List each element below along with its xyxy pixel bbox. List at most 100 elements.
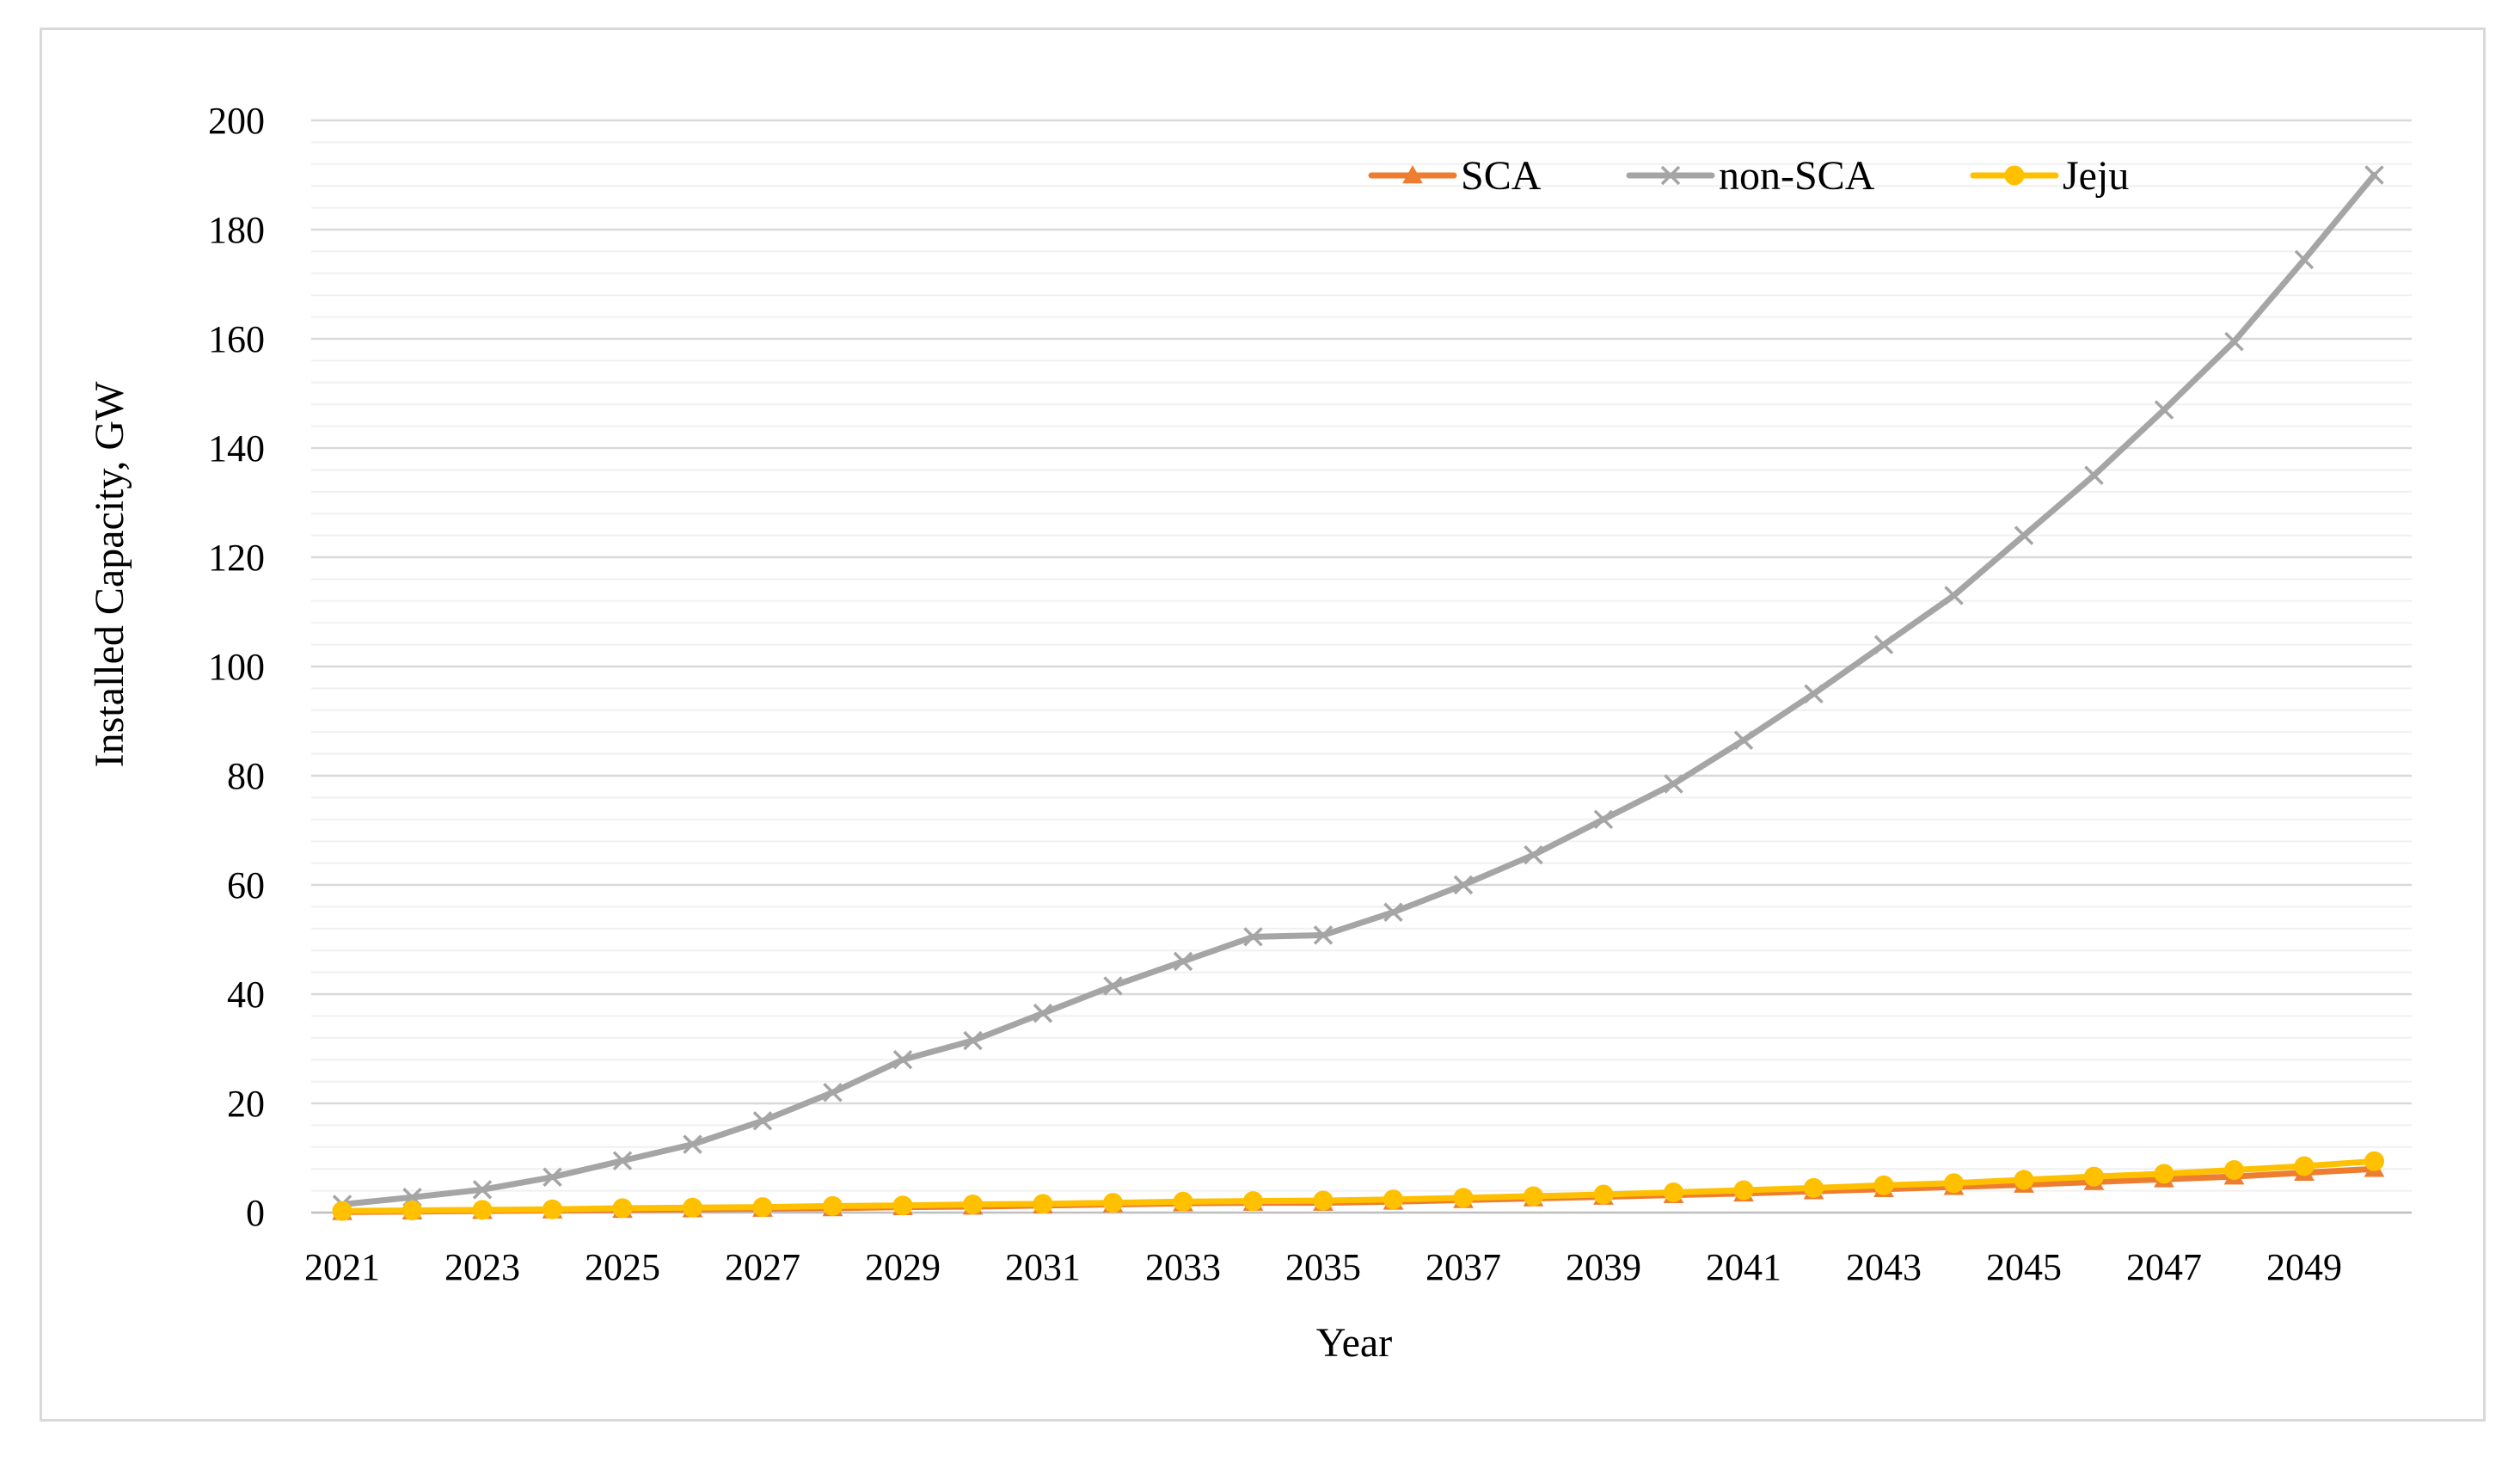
data-point-non-sca [1453, 875, 1474, 895]
data-point-jeju [752, 1197, 773, 1218]
data-point-non-sca [1243, 927, 1263, 947]
legend-marker-non-sca-stroke [1660, 165, 1681, 186]
data-point-non-sca [2014, 525, 2034, 545]
x-tick-label: 2023 [445, 1246, 520, 1288]
data-point-non-sca-stroke [543, 1167, 562, 1187]
data-point-non-sca [1173, 951, 1193, 972]
y-tick-label: 200 [208, 100, 265, 142]
x-axis-title: Year [1316, 1320, 1392, 1366]
data-point-non-sca [892, 1049, 913, 1070]
x-tick-label: 2033 [1145, 1246, 1221, 1288]
data-point-non-sca [1033, 1003, 1053, 1023]
x-tick-label: 2039 [1566, 1246, 1641, 1288]
data-point-non-sca-stroke [1733, 730, 1754, 750]
series-line-non-sca [339, 172, 2377, 1207]
series-jeju [332, 1151, 2384, 1221]
data-point-non-sca-stroke [2224, 331, 2244, 352]
data-point-jeju [1243, 1191, 1263, 1212]
data-point-non-sca-stroke [1593, 809, 1614, 830]
data-point-jeju [1944, 1173, 1964, 1194]
y-tick-label: 180 [208, 209, 265, 251]
x-tick-label: 2043 [1846, 1246, 1922, 1288]
data-point-non-sca [1873, 635, 1894, 654]
data-point-jeju [1033, 1194, 1053, 1214]
x-tick-label: 2021 [304, 1246, 380, 1288]
x-tick-label: 2049 [2266, 1246, 2342, 1288]
data-point-non-sca-stroke [2294, 249, 2315, 270]
x-tick-label: 2045 [1986, 1246, 2062, 1288]
data-point-jeju [2294, 1156, 2315, 1176]
data-point-non-sca-stroke [752, 1111, 773, 1131]
data-point-non-sca [1524, 845, 1543, 865]
data-point-jeju [612, 1198, 633, 1219]
y-tick-label: 120 [208, 537, 265, 579]
data-point-non-sca [1593, 809, 1614, 830]
series-line-jeju [339, 1158, 2377, 1214]
y-tick-label: 20 [227, 1083, 265, 1125]
data-point-non-sca [543, 1167, 562, 1187]
data-point-non-sca [2154, 400, 2174, 420]
x-tick-label: 2027 [725, 1246, 800, 1288]
x-tick-label: 2025 [585, 1246, 660, 1288]
legend-label-non-sca: non-SCA [1719, 153, 1875, 199]
data-point-jeju [1733, 1180, 1754, 1201]
data-point-jeju [1873, 1175, 1894, 1195]
legend-item-sca: SCA [1368, 153, 1542, 199]
y-tick-label: 160 [208, 318, 265, 360]
data-point-jeju [2154, 1164, 2174, 1184]
data-point-jeju [1173, 1191, 1193, 1212]
data-point-non-sca-stroke [2014, 525, 2034, 545]
y-tick-label: 140 [208, 427, 265, 470]
data-point-jeju [472, 1200, 493, 1220]
data-point-non-sca-stroke [1524, 845, 1543, 865]
data-point-jeju [2084, 1166, 2104, 1187]
data-point-non-sca [823, 1083, 843, 1103]
y-tick-label: 60 [227, 864, 265, 906]
data-point-non-sca-stroke [1103, 976, 1123, 996]
data-point-non-sca-stroke [1173, 951, 1193, 972]
y-axis-title: Installed Capacity, GW [87, 381, 132, 767]
data-point-jeju [1313, 1190, 1334, 1211]
legend-label-sca: SCA [1461, 153, 1542, 199]
legend-marker-sca [1402, 164, 1423, 184]
data-point-non-sca [472, 1180, 493, 1200]
legend-marker-non-sca [1660, 165, 1681, 186]
data-point-non-sca-stroke [892, 1049, 913, 1070]
data-point-jeju [1524, 1186, 1543, 1207]
data-point-non-sca-stroke [1313, 925, 1334, 945]
data-point-non-sca-stroke [1383, 902, 1403, 922]
data-point-non-sca [963, 1030, 983, 1051]
legend-label-jeju: Jeju [2063, 153, 2129, 199]
x-tick-label: 2035 [1285, 1246, 1361, 1288]
data-point-non-sca [2084, 465, 2104, 485]
data-point-non-sca [1313, 925, 1334, 945]
x-tick-label: 2031 [1005, 1246, 1081, 1288]
data-point-non-sca [683, 1134, 702, 1154]
data-point-non-sca-stroke [1804, 684, 1824, 703]
data-point-jeju [332, 1201, 353, 1221]
data-point-non-sca-stroke [2364, 165, 2384, 185]
data-point-jeju [963, 1194, 983, 1214]
data-point-non-sca-stroke [1664, 774, 1683, 794]
data-point-non-sca-stroke [683, 1134, 702, 1154]
data-point-jeju [2224, 1159, 2244, 1180]
series-non-sca [332, 165, 2384, 1214]
series-group [332, 165, 2385, 1221]
data-point-non-sca [2224, 331, 2244, 352]
data-point-jeju [683, 1197, 702, 1218]
data-point-non-sca-stroke [2154, 400, 2174, 420]
data-point-non-sca-stroke [1873, 635, 1894, 654]
data-point-non-sca [612, 1151, 633, 1170]
gridlines [311, 119, 2412, 1214]
data-point-jeju [1804, 1177, 1824, 1198]
data-point-non-sca-stroke [963, 1030, 983, 1051]
y-tick-label: 80 [227, 755, 265, 797]
x-tick-label: 2029 [865, 1246, 941, 1288]
data-point-jeju [1664, 1182, 1683, 1203]
legend-item-jeju: Jeju [1970, 153, 2129, 199]
data-point-jeju [1383, 1189, 1403, 1210]
x-tick-label: 2041 [1706, 1246, 1781, 1288]
data-point-non-sca-stroke [823, 1083, 843, 1103]
data-point-jeju [543, 1199, 562, 1219]
